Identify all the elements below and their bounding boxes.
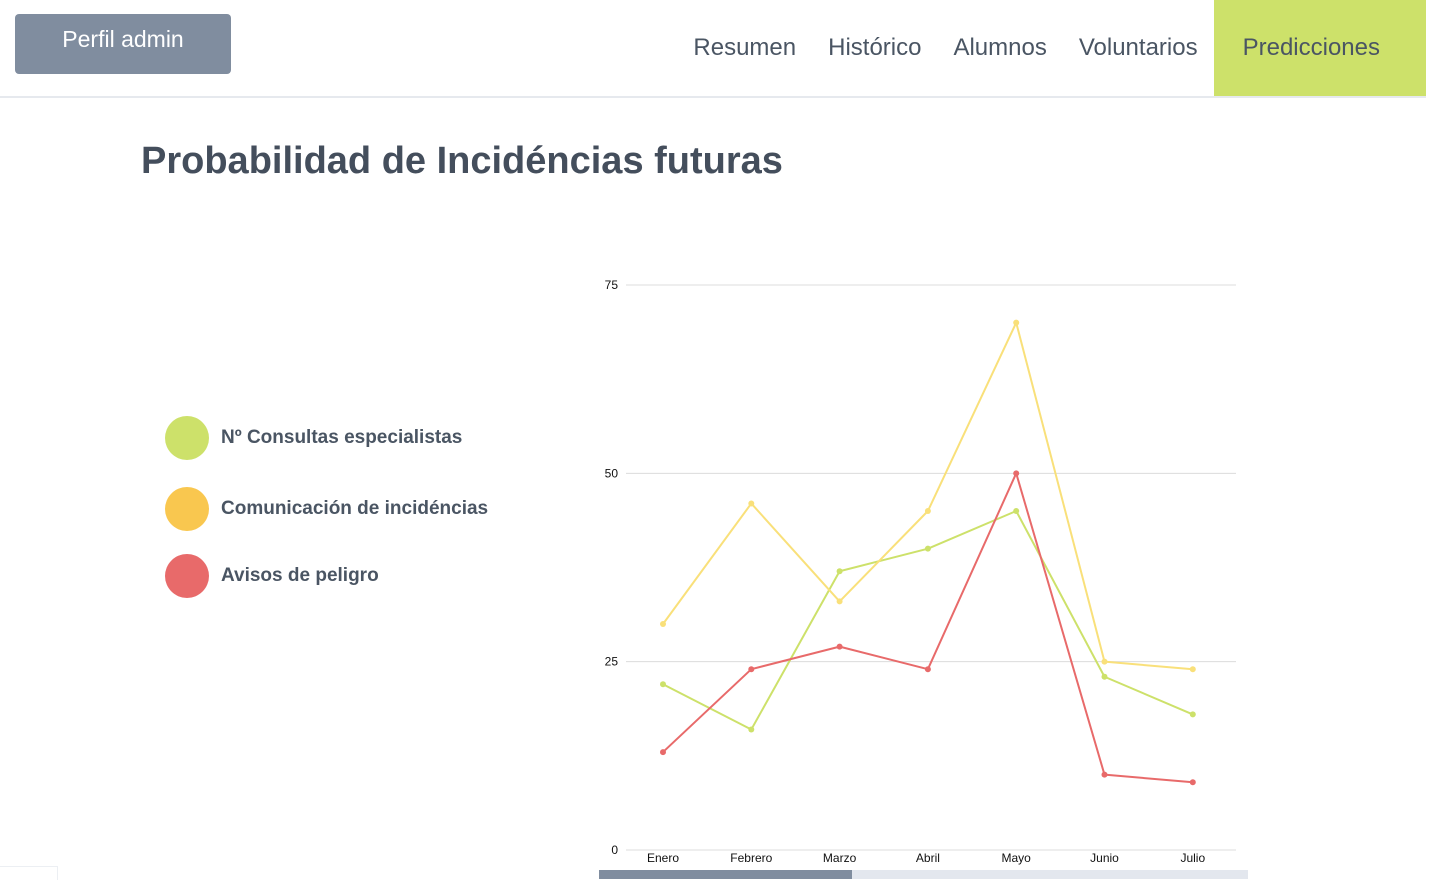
legend-label-comunicacion: Comunicación de incidéncias (221, 498, 489, 519)
corner-widget (0, 866, 58, 880)
nav-item-historico[interactable]: Histórico (828, 34, 922, 61)
data-point-s0-0 (660, 681, 666, 688)
data-point-s0-1 (748, 726, 755, 733)
data-point-s2-5 (1101, 771, 1108, 778)
data-point-s1-4 (1013, 319, 1020, 326)
page-title: Probabilidad de Incidéncias futuras (141, 140, 783, 182)
legend-item-comunicacion: Comunicación de incidéncias (165, 487, 488, 531)
x-tick-label-junio: Junio (1090, 851, 1119, 865)
main-nav: Resumen Histórico Alumnos Voluntarios Pr… (677, 0, 1426, 96)
line-chart: 0 25 50 75 Enero Febrero Marzo Abril Mayo Junio Ju… (605, 278, 1236, 865)
data-point-s1-6 (1189, 666, 1196, 673)
x-tick-label-abril: Abril (916, 851, 940, 865)
legend-item-avisos: Avisos de peligro (165, 554, 379, 598)
legend-label-consultas: Nº Consultas especialistas (221, 427, 463, 448)
legend-dot-comunicacion (165, 487, 209, 531)
scrollbar-thumb[interactable] (599, 870, 853, 879)
data-point-s1-2 (836, 598, 843, 605)
data-point-s2-1 (748, 666, 755, 673)
data-point-s2-0 (660, 749, 666, 756)
y-tick-label-50: 50 (605, 466, 619, 480)
data-point-s0-3 (924, 545, 931, 552)
profile-admin-button[interactable]: Perfil admin (15, 14, 231, 74)
y-tick-label-0: 0 (611, 843, 618, 857)
nav-item-resumen[interactable]: Resumen (693, 34, 797, 61)
data-point-s0-2 (836, 568, 843, 575)
x-tick-label-febrero: Febrero (730, 851, 772, 865)
x-tick-label-enero: Enero (647, 851, 679, 865)
legend-dot-avisos (165, 554, 209, 598)
legend-item-consultas: Nº Consultas especialistas (165, 416, 462, 460)
series-line-0 (662, 510, 1194, 731)
nav-item-alumnos[interactable]: Alumnos (953, 34, 1047, 61)
series-line-1 (662, 321, 1193, 671)
data-point-s2-6 (1189, 779, 1196, 786)
y-tick-label-75: 75 (605, 278, 619, 292)
data-point-s1-3 (924, 508, 931, 514)
series-line-2 (662, 472, 1193, 784)
x-tick-label-julio: Julio (1180, 851, 1205, 865)
data-point-s1-0 (660, 621, 666, 627)
data-point-s1-5 (1101, 658, 1108, 665)
nav-item-predicciones[interactable]: Predicciones (1213, 0, 1426, 96)
data-point-s0-6 (1189, 711, 1196, 718)
horizontal-scrollbar[interactable] (599, 870, 1248, 879)
legend-dot-consultas (165, 416, 209, 460)
y-tick-label-25: 25 (605, 655, 619, 669)
nav-item-voluntarios[interactable]: Voluntarios (1078, 34, 1198, 61)
data-point-s0-4 (1013, 508, 1020, 514)
data-point-s2-2 (836, 643, 843, 650)
data-point-s2-4 (1013, 470, 1020, 477)
data-point-s1-1 (748, 500, 755, 507)
x-tick-label-marzo: Marzo (823, 851, 857, 865)
legend-label-avisos: Avisos de peligro (221, 565, 379, 586)
top-navbar: Perfil admin Resumen Histórico Alumnos V… (0, 0, 1426, 98)
data-point-s2-3 (924, 666, 931, 673)
data-point-s0-5 (1101, 673, 1108, 680)
x-tick-label-mayo: Mayo (1002, 851, 1032, 865)
